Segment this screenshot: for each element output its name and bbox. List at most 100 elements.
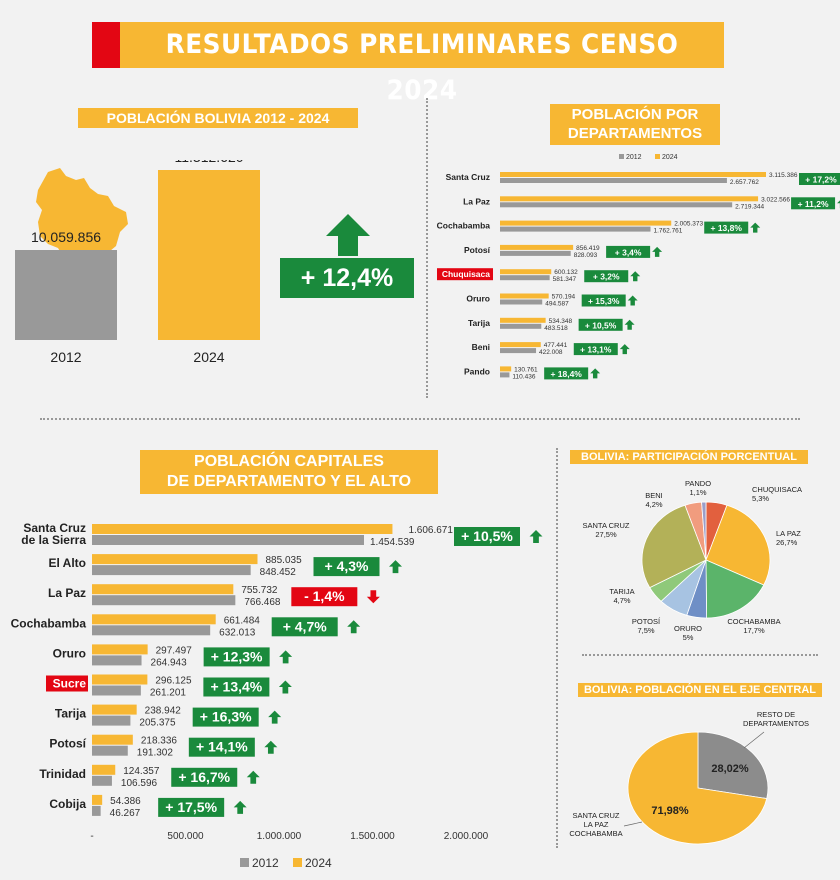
value-2012-trinidad: 106.596 <box>121 778 158 789</box>
legend-label-2012: 2012 <box>252 856 279 870</box>
pie-slice-pando <box>701 501 707 561</box>
slice-name-potos-: POTOSÍ <box>632 617 661 626</box>
arrow-down-icon <box>366 590 380 604</box>
value-2024-sucre: 296.125 <box>155 676 192 687</box>
capital-label-santa-cruz-de-la-sierra: Santa Cruz <box>23 521 86 535</box>
leader-line-eje-central <box>623 821 643 827</box>
change-badge-chuquisaca <box>584 270 629 283</box>
bar-2024-pando <box>500 366 512 372</box>
change-badge-oruro <box>581 294 626 307</box>
bar-2024-la-paz <box>92 584 234 595</box>
pie-slice-la-paz <box>705 504 771 586</box>
value-2012-potos-: 828.093 <box>574 252 598 259</box>
dept-label-oruro: Oruro <box>466 294 490 304</box>
slice-name-eje-central: SANTA CRUZ <box>573 811 620 820</box>
value-2024-oruro: 570.194 <box>552 294 576 301</box>
value-2012-sucre: 261.201 <box>150 688 187 699</box>
value-2024-pando: 130.761 <box>514 366 538 373</box>
value-label-2024: 11.312.620 <box>174 160 243 165</box>
highlight-box-chuquisaca <box>437 268 493 281</box>
change-badge-oruro <box>203 647 270 667</box>
change-label-oruro: + 12,3% <box>211 648 263 664</box>
legend-label-2024: 2024 <box>305 856 332 870</box>
arrow-up-icon <box>246 770 260 784</box>
main-title-banner: RESULTADOS PRELIMINARES CENSO 2024 <box>92 22 724 106</box>
slice-name-tarija: TARIJA <box>609 587 634 596</box>
dept-label-cochabamba: Cochabamba <box>437 221 491 231</box>
arrow-up-icon <box>529 530 543 543</box>
national-change-badge: + 12,4% <box>280 258 414 298</box>
bar-2012-tarija <box>92 715 131 726</box>
bar-2024-la-paz <box>500 196 759 202</box>
slice-name-oruro: ORURO <box>674 624 702 633</box>
value-2024-trinidad: 124.357 <box>123 766 160 777</box>
value-2024-oruro: 297.497 <box>156 645 193 656</box>
change-badge-cochabamba <box>271 617 338 637</box>
dept-label-potos-: Potosí <box>464 245 491 255</box>
legend-swatch-2012 <box>240 858 249 867</box>
dept-label-pando: Pando <box>464 366 490 376</box>
value-2024-potos-: 856.419 <box>576 245 600 252</box>
bar-2024-chuquisaca <box>500 269 552 275</box>
legend-swatch-2024 <box>655 154 660 159</box>
dept-label-la-paz: La Paz <box>463 196 490 206</box>
slice-name-eje-central: COCHABAMBA <box>569 829 622 838</box>
capital-label-tarija: Tarija <box>55 707 86 721</box>
bar-2024-cobija <box>92 794 103 805</box>
value-2024-beni: 477.441 <box>544 342 568 349</box>
arrow-up-icon <box>837 200 840 209</box>
bar-2024-cochabamba <box>500 220 672 226</box>
arrow-up-icon <box>750 222 761 233</box>
vertical-separator-bottom <box>556 448 558 848</box>
value-2012-la-paz: 2.719.344 <box>735 203 764 210</box>
dept-label-beni: Beni <box>472 342 490 352</box>
bar-2024-el-alto <box>92 554 258 565</box>
change-label-tarija: + 10,5% <box>585 320 617 330</box>
slice-name-resto: DEPARTAMENTOS <box>743 719 809 728</box>
slice-name-la-paz: LA PAZ <box>776 529 801 538</box>
capital-label-trinidad: Trinidad <box>39 767 86 781</box>
change-badge-la-paz <box>291 587 358 607</box>
year-label-2024: 2024 <box>193 349 224 365</box>
value-2012-beni: 422.008 <box>539 349 563 356</box>
change-label-la-paz: - 1,4% <box>304 588 345 604</box>
bar-2024-potos- <box>500 244 574 250</box>
change-badge-tarija <box>578 318 623 331</box>
dept-label-chuquisaca: Chuquisaca <box>442 269 490 279</box>
bar-2012-chuquisaca <box>500 275 550 281</box>
slice-name-chuquisaca: CHUQUISACA <box>752 485 802 494</box>
capital-label-cochabamba: Cochabamba <box>11 616 87 630</box>
slice-value-chuquisaca: 5,3% <box>752 494 769 503</box>
arrow-up-icon <box>279 650 293 664</box>
change-label-trinidad: + 16,7% <box>178 769 230 785</box>
change-badge-sucre <box>203 677 270 697</box>
capital-label-potos-: Potosí <box>49 737 86 751</box>
slice-value-tarija: 4,7% <box>613 596 630 605</box>
arrow-up-icon <box>233 800 247 814</box>
bar-2024-potos- <box>92 734 133 745</box>
bar-2012-sucre <box>92 685 141 696</box>
change-badge-potos- <box>606 245 651 258</box>
x-tick-label: - <box>90 831 93 842</box>
bar-2024-santa-cruz <box>500 172 766 177</box>
value-2024-la-paz: 755.732 <box>241 585 278 596</box>
bar-2024-santa-cruz-de-la-sierra <box>92 524 393 534</box>
bar-2012-el-alto <box>92 565 251 576</box>
central-axis-title: BOLIVIA: POBLACIÓN EN EL EJE CENTRAL <box>578 683 822 697</box>
bar-2012-trinidad <box>92 775 112 786</box>
bar-2012-la-paz <box>92 595 236 606</box>
slice-name-beni: BENI <box>645 491 663 500</box>
leader-line-resto <box>743 731 765 749</box>
value-2012-oruro: 494.587 <box>545 301 569 308</box>
change-badge-santa-cruz-de-la-sierra <box>454 527 520 546</box>
value-2024-potos-: 218.336 <box>141 736 178 747</box>
change-badge-cobija <box>158 797 225 817</box>
capital-label-cobija: Cobija <box>49 797 86 811</box>
bar-2012 <box>15 250 117 340</box>
vertical-separator-top <box>426 98 428 398</box>
slice-name-pando: PANDO <box>685 479 711 488</box>
bar-2012-oruro <box>500 299 543 305</box>
